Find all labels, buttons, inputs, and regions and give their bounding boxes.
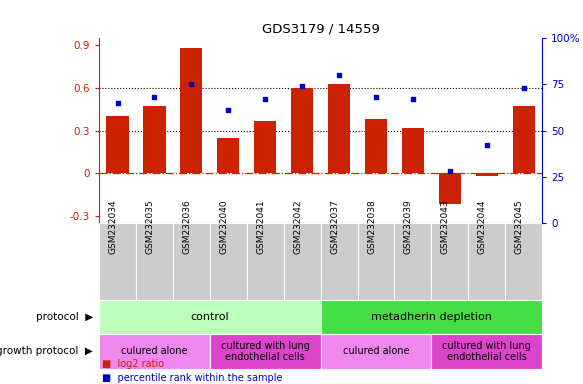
Bar xyxy=(247,223,284,300)
Bar xyxy=(99,300,321,334)
Bar xyxy=(321,300,542,334)
Text: GSM232036: GSM232036 xyxy=(182,199,191,254)
Point xyxy=(150,94,159,101)
Bar xyxy=(180,48,202,173)
Bar xyxy=(107,116,129,173)
Text: culured alone: culured alone xyxy=(343,346,409,356)
Bar xyxy=(254,121,276,173)
Text: growth protocol  ▶: growth protocol ▶ xyxy=(0,346,93,356)
Point xyxy=(519,85,528,91)
Text: protocol  ▶: protocol ▶ xyxy=(36,312,93,322)
Text: GSM232038: GSM232038 xyxy=(367,199,376,254)
Text: GSM232044: GSM232044 xyxy=(478,199,487,254)
Text: GSM232035: GSM232035 xyxy=(146,199,154,254)
Text: culured alone: culured alone xyxy=(121,346,188,356)
Bar xyxy=(512,106,535,173)
Bar xyxy=(143,106,166,173)
Text: cultured with lung
endothelial cells: cultured with lung endothelial cells xyxy=(442,341,531,362)
Bar xyxy=(505,223,542,300)
Bar xyxy=(365,119,387,173)
Bar xyxy=(328,84,350,173)
Bar xyxy=(321,334,431,369)
Text: GSM232043: GSM232043 xyxy=(441,199,450,254)
Bar xyxy=(291,88,313,173)
Bar xyxy=(395,223,431,300)
Point xyxy=(335,72,344,78)
Point xyxy=(408,96,417,102)
Bar xyxy=(99,334,210,369)
Bar xyxy=(439,173,461,204)
Text: metadherin depletion: metadherin depletion xyxy=(371,312,492,322)
Bar xyxy=(468,223,505,300)
Bar xyxy=(217,137,240,173)
Bar xyxy=(136,223,173,300)
Point xyxy=(445,168,455,174)
Text: GSM232039: GSM232039 xyxy=(404,199,413,254)
Point xyxy=(224,107,233,113)
Bar xyxy=(321,223,357,300)
Point xyxy=(482,142,491,148)
Bar xyxy=(284,223,321,300)
Text: GSM232041: GSM232041 xyxy=(257,199,265,254)
Bar xyxy=(210,223,247,300)
Bar xyxy=(476,173,498,176)
Bar xyxy=(431,223,468,300)
Text: GSM232042: GSM232042 xyxy=(293,199,302,254)
Point xyxy=(261,96,270,102)
Bar xyxy=(173,223,210,300)
Text: GSM232037: GSM232037 xyxy=(330,199,339,254)
Point xyxy=(187,81,196,88)
Point xyxy=(371,94,381,101)
Text: ■  log2 ratio: ■ log2 ratio xyxy=(102,359,164,369)
Bar xyxy=(99,223,136,300)
Text: cultured with lung
endothelial cells: cultured with lung endothelial cells xyxy=(221,341,310,362)
Bar xyxy=(431,334,542,369)
Bar xyxy=(357,223,395,300)
Bar xyxy=(210,334,321,369)
Text: GSM232040: GSM232040 xyxy=(219,199,229,254)
Text: control: control xyxy=(191,312,229,322)
Text: GSM232034: GSM232034 xyxy=(108,199,118,254)
Text: ■  percentile rank within the sample: ■ percentile rank within the sample xyxy=(102,373,283,383)
Text: GSM232045: GSM232045 xyxy=(515,199,524,254)
Point xyxy=(113,100,122,106)
Point xyxy=(297,83,307,89)
Title: GDS3179 / 14559: GDS3179 / 14559 xyxy=(262,23,380,36)
Bar xyxy=(402,128,424,173)
